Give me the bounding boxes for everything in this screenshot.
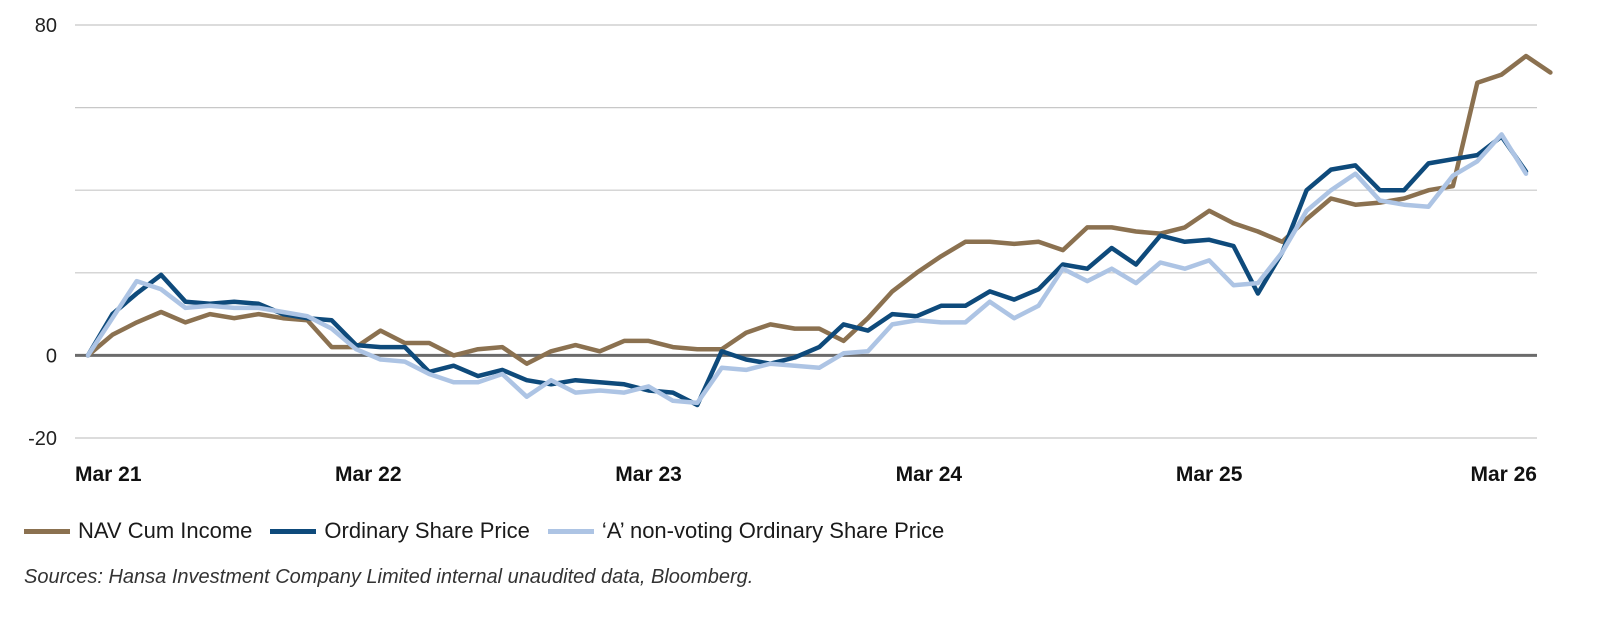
series-line-2 <box>85 132 1529 406</box>
series-line-0 <box>85 53 1553 366</box>
x-axis-ticks: Mar 21 Mar 22 Mar 23 Mar 24 Mar 25 Mar 26 <box>75 463 1537 486</box>
x-tick-label: Mar 21 <box>75 463 142 486</box>
y-tick-label: 80 <box>35 15 57 37</box>
legend-swatch-ordinary <box>270 528 317 534</box>
legend-label-a-non-voting: ‘A’ non-voting Ordinary Share Price <box>601 518 945 543</box>
series-lines <box>85 53 1553 408</box>
source-note: Sources: Hansa Investment Company Limite… <box>24 566 754 588</box>
x-tick-label: Mar 23 <box>615 463 682 486</box>
x-tick-label: Mar 24 <box>896 463 963 486</box>
x-tick-label: Mar 26 <box>1470 463 1537 486</box>
y-tick-label: 0 <box>46 345 57 367</box>
line-chart: 800-20 Mar 21 Mar 22 Mar 23 Mar 24 Mar 25 Mar… <box>28 15 1553 486</box>
legend-swatch-a-non-voting <box>547 528 594 534</box>
y-axis-ticks: 80 0 -20 <box>28 15 57 450</box>
x-tick-label: Mar 25 <box>1176 463 1243 486</box>
legend: NAV Cum Income Ordinary Share Price ‘A’ … <box>24 518 962 544</box>
legend-label-ordinary: Ordinary Share Price <box>324 518 530 543</box>
legend-item-ordinary-share-price: Ordinary Share Price <box>270 518 530 544</box>
legend-swatch-nav <box>24 528 70 534</box>
y-tick-label: -20 <box>28 428 57 450</box>
legend-item-a-non-voting: ‘A’ non-voting Ordinary Share Price <box>547 518 945 544</box>
x-tick-label: Mar 22 <box>335 463 402 486</box>
legend-item-nav-cum-income: NAV Cum Income <box>24 518 252 544</box>
gridlines <box>75 24 1537 439</box>
legend-label-nav: NAV Cum Income <box>78 518 253 543</box>
